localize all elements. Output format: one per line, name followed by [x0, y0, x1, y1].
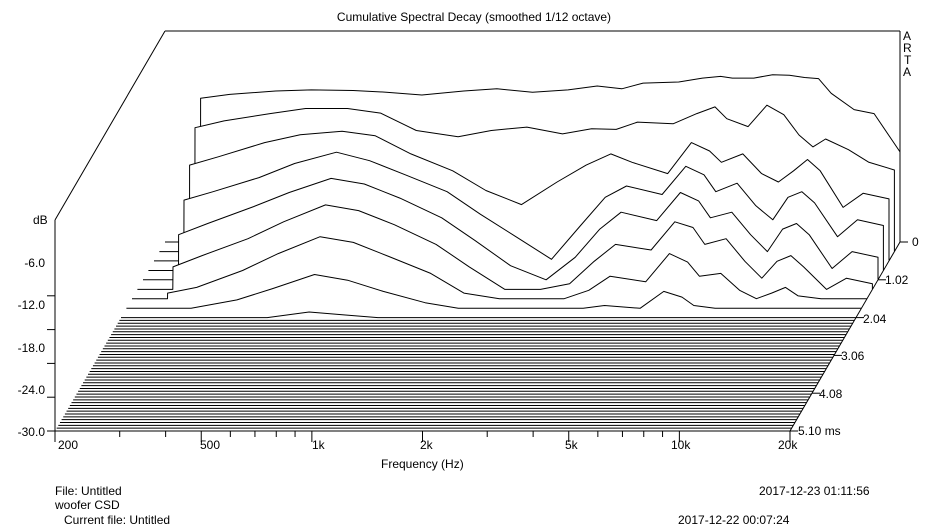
- side-label-t: T: [904, 53, 912, 67]
- description-label: woofer CSD: [55, 498, 120, 512]
- y-tick-label: -24.0: [17, 383, 45, 397]
- decay-slice: [126, 274, 862, 309]
- z-tick-label: 0: [912, 235, 919, 249]
- timestamp: 2017-12-23 01:11:56: [759, 484, 870, 498]
- z-axis-line: [789, 241, 901, 432]
- y-tick-label: -12.0: [17, 298, 45, 312]
- z-tick-label: 3.06: [841, 349, 865, 363]
- noise-floor-lines: [55, 319, 855, 432]
- side-label-a1: A: [903, 29, 912, 43]
- x-tick-label: 200: [58, 438, 79, 452]
- decay-slices: [121, 74, 901, 319]
- y-axis-label: dB: [33, 213, 48, 227]
- x-tick-label: 500: [200, 438, 221, 452]
- y-tick-label: -30.0: [17, 425, 45, 439]
- y-tick-label: -6.0: [24, 256, 45, 270]
- z-tick-label: 2.04: [863, 312, 887, 326]
- decay-slice: [121, 311, 856, 319]
- x-tick-label: 1k: [312, 438, 325, 452]
- side-label-a2: A: [903, 65, 912, 79]
- z-tick-label: 4.08: [819, 387, 843, 401]
- side-label-r: R: [903, 41, 912, 55]
- left-top-edge: [54, 30, 166, 221]
- current-file-label: Current file: Untitled: [64, 513, 171, 527]
- x-axis-label: Frequency (Hz): [381, 457, 464, 471]
- current-timestamp: 2017-12-22 00:07:24: [678, 513, 790, 527]
- chart-title: Cumulative Spectral Decay (smoothed 1/12…: [336, 10, 612, 24]
- x-tick-label: 10k: [671, 438, 691, 452]
- x-tick-label: 5k: [565, 438, 578, 452]
- z-tick-label: 5.10 ms: [798, 424, 841, 438]
- z-tick-label: 1.02: [885, 273, 909, 287]
- x-tick-label: 2k: [420, 438, 433, 452]
- x-tick-label: 20k: [778, 438, 798, 452]
- file-label: File: Untitled: [55, 484, 122, 498]
- y-tick-label: -18.0: [17, 341, 45, 355]
